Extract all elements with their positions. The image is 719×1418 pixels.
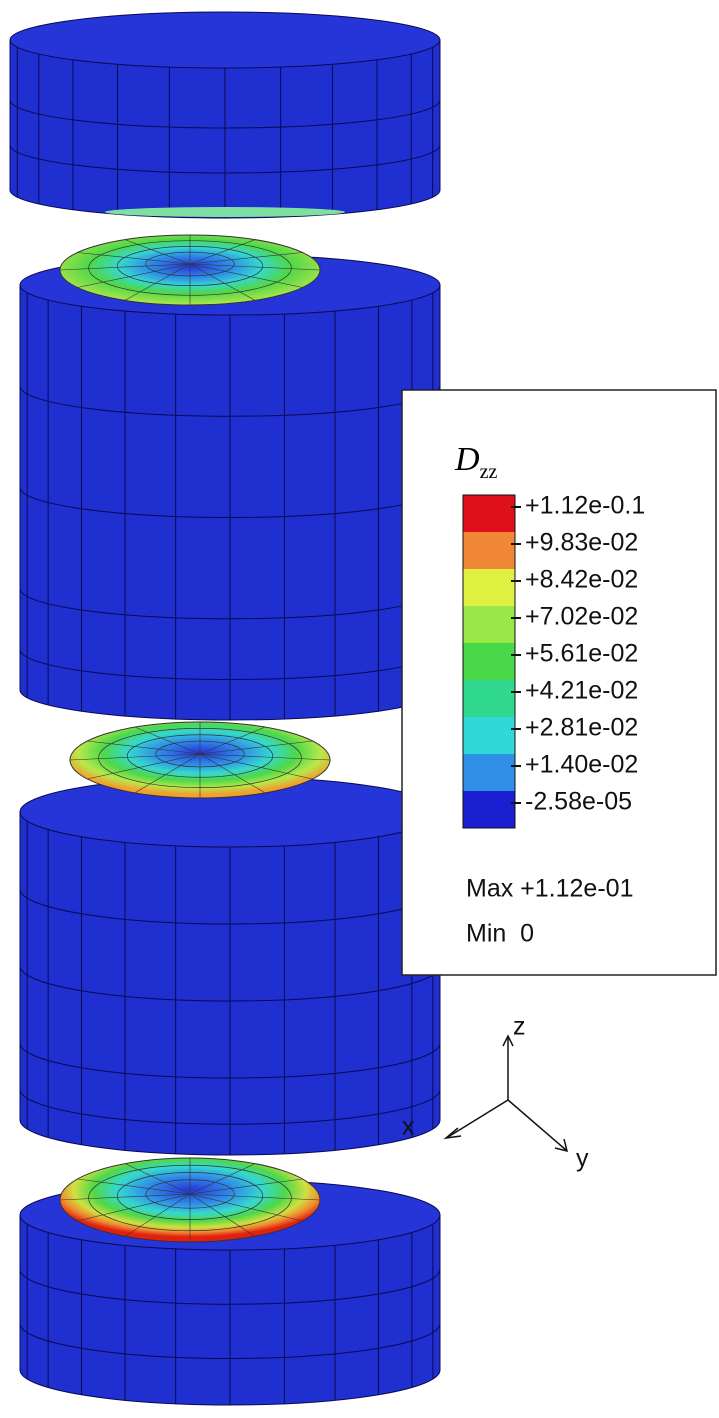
y-axis [507,1099,567,1151]
legend-title-subscript: zz [480,461,498,483]
mesh-ring [19,1323,441,1359]
x-axis [447,1099,509,1138]
cap-spoke [59,263,191,271]
axis-triad [443,1034,569,1153]
model [9,11,441,1406]
mesh-ring [9,99,441,129]
legend-label: +4.21e-02 [525,677,638,705]
color-band [463,643,515,680]
mesh-ring [19,1042,441,1079]
mesh-ring [9,144,441,174]
cap-spoke [189,1163,256,1195]
y-label: y [576,1145,589,1173]
cap-spoke [87,753,201,780]
cap-spoke [199,753,266,794]
color-band [463,754,515,791]
cylinder-top [9,11,441,69]
cap-spoke [69,753,201,761]
legend-box [401,389,717,976]
legend-label: -2.58e-05 [525,788,632,816]
legend-label: +1.40e-02 [525,751,638,779]
legend-min: Min 0 [466,920,534,948]
legend-label: +5.61e-02 [525,640,638,668]
cylinder [19,1157,441,1406]
cap-spoke [87,740,201,755]
y-arrow [554,1138,569,1153]
color-band [463,495,515,532]
cap-spoke [189,263,303,288]
cylinder [9,11,441,219]
cap-spoke [199,740,313,755]
cap-spoke [77,252,191,265]
cap-spoke [189,1178,303,1195]
mesh-ring [19,1089,441,1125]
legend-label: +9.83e-02 [525,529,638,557]
cap-spoke [189,239,256,265]
cylinder [19,721,441,1156]
legend-label: +1.12e-0.1 [525,492,645,520]
cap-spoke [124,239,191,265]
cap-spoke [124,263,191,301]
color-bar-frame [462,494,516,829]
cap-spoke [189,1193,303,1222]
legend-max: Max +1.12e-01 [466,875,633,903]
color-band [463,569,515,606]
color-band [463,680,515,717]
legend-title-main: D [454,441,480,478]
x-label: x [402,1113,415,1141]
legend-label: +8.42e-02 [525,566,638,594]
color-band [463,791,515,828]
cap-spoke [199,753,331,761]
cap-spoke [189,252,303,265]
color-band [463,717,515,754]
mesh-ring [19,1269,441,1305]
cap-spoke [77,1178,191,1195]
cap-spoke [124,1163,191,1195]
cap-spoke [59,1193,191,1201]
color-bar: +1.12e-0.1 +9.83e-02 +8.42e-02 +7.02e-02 +5.… [462,492,645,829]
cap-spoke [77,1193,191,1222]
legend-title: Dzz [454,441,497,483]
cap-spoke [134,753,201,794]
cap-spoke [199,726,266,755]
legend-label: +7.02e-02 [525,603,638,631]
cap-spoke [189,263,256,301]
cylinder [19,234,441,721]
color-band [463,532,515,569]
cap-spoke [134,726,201,755]
cap-spoke [189,1193,256,1237]
contact-rim [105,207,345,217]
z-label: z [513,1013,526,1041]
legend-label: +2.81e-02 [525,714,638,742]
cap-spoke [189,1193,321,1201]
z-arrow [502,1034,514,1047]
cap-spoke [77,263,191,288]
mesh-ring [19,965,441,1002]
cap-spoke [199,753,313,780]
x-arrow [443,1127,462,1140]
cap-spoke [124,1193,191,1237]
color-band [463,606,515,643]
cap-spoke [189,263,321,271]
